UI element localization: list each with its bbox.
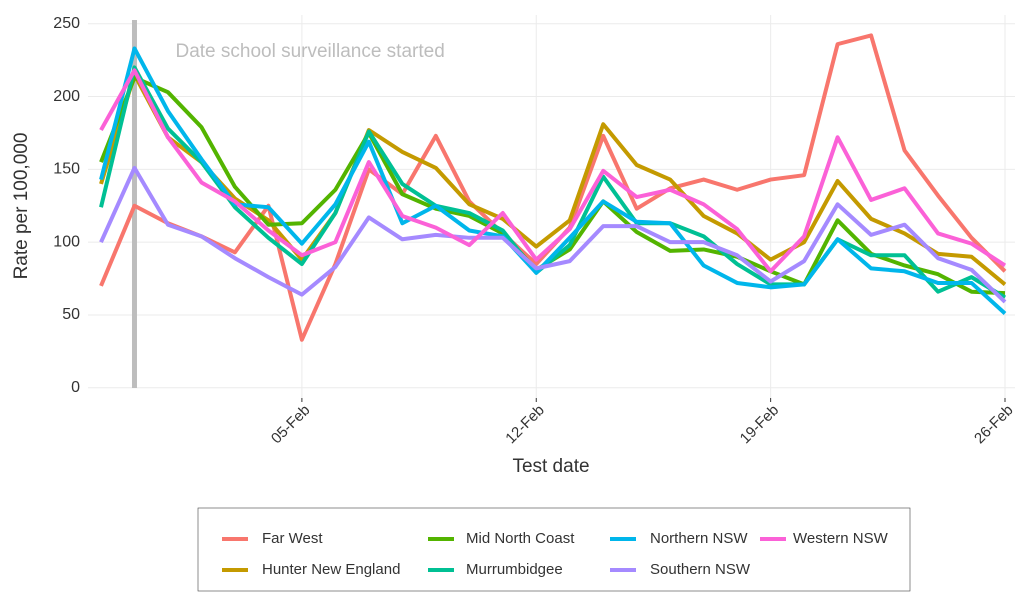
- x-axis-title: Test date: [512, 456, 589, 477]
- x-tick-label: 26-Feb: [971, 402, 1017, 448]
- y-tick-label: 100: [53, 233, 80, 250]
- legend-label: Northern NSW: [650, 530, 748, 547]
- legend-label: Western NSW: [793, 530, 889, 547]
- y-axis-title: Rate per 100,000: [11, 133, 32, 280]
- y-tick-label: 150: [53, 161, 80, 178]
- y-tick-label: 200: [53, 88, 80, 105]
- annotation-text: Date school surveillance started: [175, 41, 444, 62]
- series-line: [99, 165, 1007, 304]
- x-tick-label: 12-Feb: [502, 402, 548, 448]
- legend-label: Hunter New England: [262, 561, 400, 578]
- series-line: [99, 72, 1007, 286]
- legend-label: Murrumbidgee: [466, 561, 563, 578]
- series-line: [99, 65, 1007, 300]
- y-tick-label: 250: [53, 15, 80, 32]
- y-tick-label: 50: [62, 306, 80, 323]
- legend-label: Mid North Coast: [466, 530, 575, 547]
- legend-label: Far West: [262, 530, 323, 547]
- legend-label: Southern NSW: [650, 561, 751, 578]
- x-tick-label: 05-Feb: [268, 402, 314, 448]
- legend-box: [197, 507, 911, 592]
- series-line: [99, 68, 1007, 274]
- series-line: [99, 46, 1007, 316]
- x-tick-label: 19-Feb: [737, 402, 783, 448]
- y-tick-label: 0: [71, 379, 80, 396]
